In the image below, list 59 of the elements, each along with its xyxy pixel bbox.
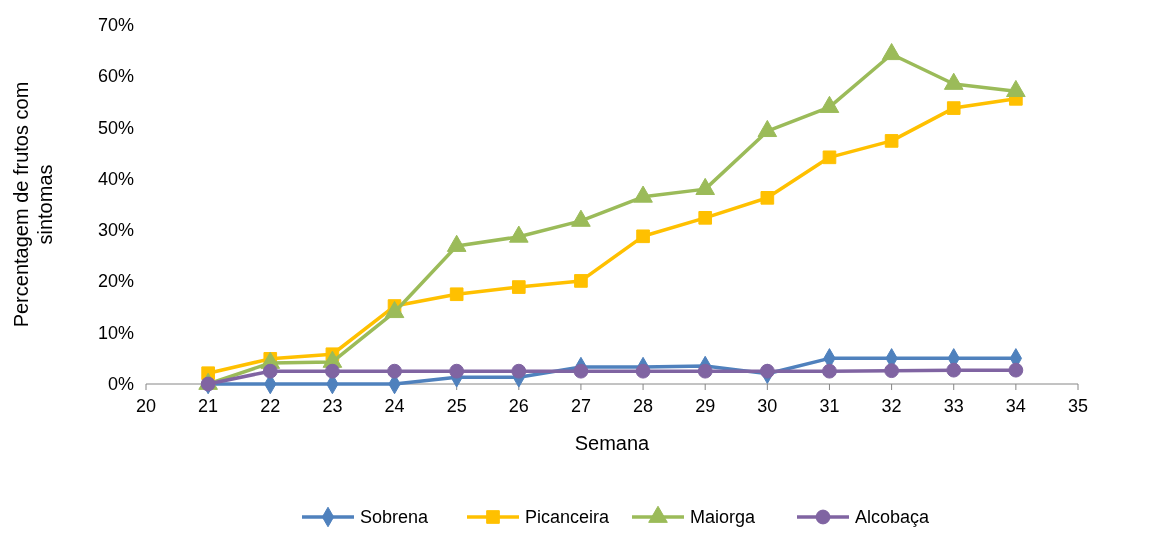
point bbox=[698, 211, 713, 225]
point bbox=[449, 287, 464, 302]
x-tick-label: 31 bbox=[819, 396, 840, 416]
point bbox=[387, 363, 402, 379]
point bbox=[262, 363, 278, 379]
x-tick-label: 27 bbox=[570, 396, 591, 416]
point bbox=[695, 177, 716, 195]
y-tick-label: 0% bbox=[107, 374, 134, 394]
point bbox=[574, 274, 588, 288]
x-tick-label: 24 bbox=[384, 396, 405, 416]
legend-label: Alcobaça bbox=[855, 507, 931, 527]
legend-label: Maiorga bbox=[690, 507, 757, 527]
point bbox=[884, 363, 900, 379]
point bbox=[571, 209, 591, 227]
point bbox=[1008, 362, 1024, 378]
y-tick-label: 30% bbox=[97, 220, 134, 241]
point bbox=[449, 363, 465, 379]
y-tick-label: 40% bbox=[97, 168, 134, 189]
x-tick-label: 30 bbox=[757, 396, 778, 416]
point bbox=[760, 191, 775, 205]
point bbox=[633, 185, 653, 203]
point bbox=[511, 363, 527, 379]
point bbox=[822, 363, 837, 379]
x-tick-label: 29 bbox=[695, 396, 716, 416]
point bbox=[946, 362, 962, 378]
x-tick-label: 21 bbox=[198, 396, 219, 416]
x-tick-label: 25 bbox=[446, 396, 467, 416]
point bbox=[697, 363, 713, 379]
y-tick-label: 20% bbox=[97, 271, 134, 292]
x-tick-label: 32 bbox=[881, 396, 902, 416]
x-tick-label: 34 bbox=[1005, 396, 1026, 416]
x-tick-label: 28 bbox=[633, 396, 654, 416]
y-tick-label: 60% bbox=[97, 66, 134, 87]
y-axis-title: Percentagem de frutos com sintomas bbox=[10, 81, 56, 328]
y-tick-label: 50% bbox=[97, 117, 134, 138]
point bbox=[881, 42, 902, 61]
legend-label: Sobrena bbox=[360, 507, 430, 527]
x-tick-label: 22 bbox=[260, 396, 281, 416]
point bbox=[819, 95, 840, 113]
x-tick-label: 26 bbox=[508, 396, 529, 416]
point bbox=[573, 363, 589, 379]
point bbox=[636, 229, 650, 244]
point bbox=[943, 72, 964, 90]
x-tick-label: 23 bbox=[322, 396, 343, 416]
point bbox=[511, 280, 526, 294]
point bbox=[508, 225, 529, 243]
x-tick-label: 33 bbox=[943, 396, 964, 416]
x-axis-title: Semana bbox=[574, 432, 651, 454]
y-tick-label: 10% bbox=[97, 322, 134, 343]
point bbox=[1006, 79, 1026, 98]
point bbox=[324, 363, 340, 379]
x-tick-label: 20 bbox=[135, 396, 157, 416]
legend-label: Picanceira bbox=[525, 507, 611, 527]
point bbox=[759, 363, 775, 379]
point bbox=[446, 234, 467, 252]
point bbox=[635, 363, 651, 379]
y-tick-label: 70% bbox=[97, 15, 134, 35]
x-tick-label: 35 bbox=[1067, 396, 1089, 416]
point bbox=[757, 119, 778, 138]
